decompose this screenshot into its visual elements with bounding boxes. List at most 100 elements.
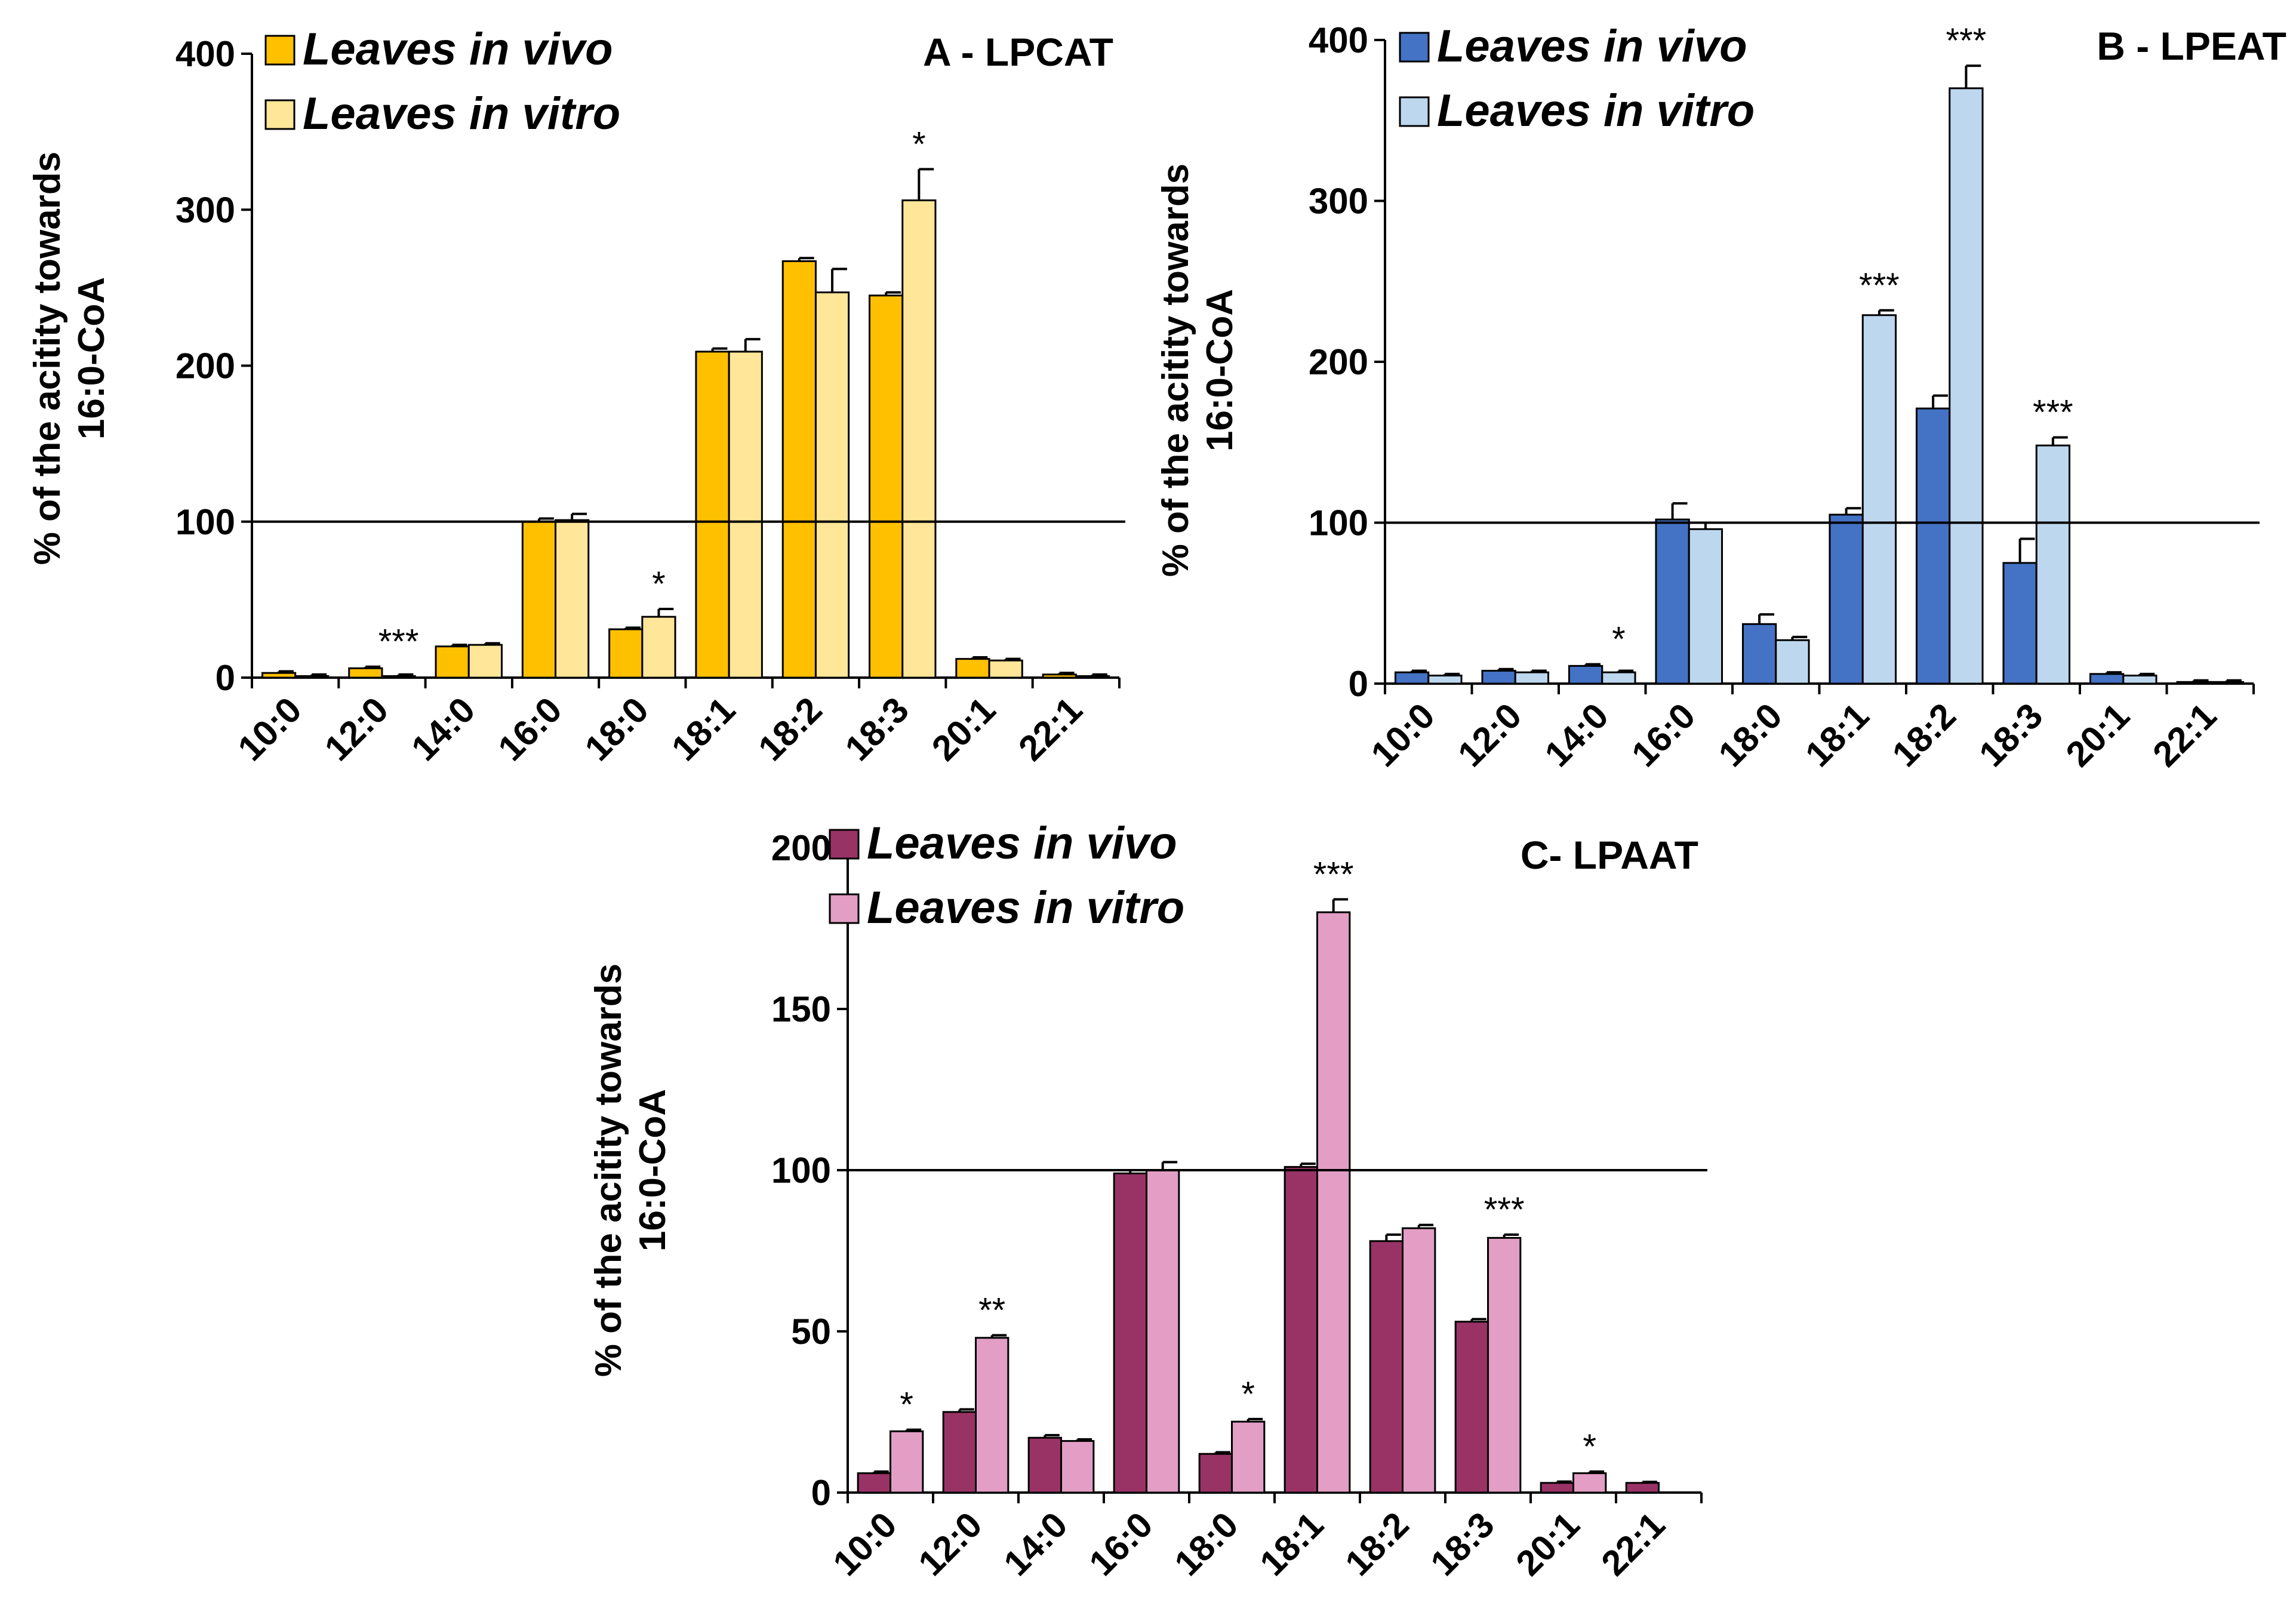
bar [1741, 623, 1777, 685]
bar [1454, 1321, 1489, 1494]
legend-label: Leaves in vivo [303, 24, 613, 75]
bar [381, 675, 416, 679]
x-tick-label: 22:1 [1011, 690, 1089, 768]
legend-label: Leaves in vitro [1437, 85, 1755, 136]
significance-mark: *** [378, 623, 419, 662]
bar [2209, 681, 2245, 685]
y-axis-title-line-1: % of the acitity towards [27, 152, 68, 565]
y-tick-label: 300 [1309, 181, 1368, 221]
x-tick-label: 18:1 [664, 690, 743, 768]
x-tick-label: 12:0 [1450, 696, 1529, 774]
bar [781, 260, 817, 679]
bar [814, 291, 850, 679]
y-tick-label: 400 [176, 34, 235, 74]
bar [1915, 407, 1951, 685]
y-axis-title-line-1: % of the acitity towards [1155, 164, 1196, 577]
bar [1146, 1169, 1180, 1494]
x-tick-label: 22:1 [2145, 696, 2224, 774]
x-tick-label: 14:0 [996, 1505, 1075, 1583]
x-tick-label: 18:0 [577, 690, 656, 768]
y-tick-label: 100 [176, 502, 235, 542]
bar [2035, 444, 2071, 685]
bar [901, 199, 937, 679]
bar [1284, 1166, 1318, 1494]
bar [1402, 1227, 1436, 1494]
bar [1861, 314, 1897, 685]
y-tick-label: 0 [216, 658, 235, 698]
bar [1601, 671, 1636, 685]
bar [1487, 1236, 1522, 1494]
chart-title: C- LPAAT [1521, 833, 1698, 877]
legend-label: Leaves in vitro [303, 88, 620, 139]
bar [261, 672, 297, 679]
x-tick-label: 10:0 [230, 690, 309, 768]
bar [1075, 675, 1110, 679]
bar [1042, 673, 1077, 679]
y-tick-label: 300 [176, 190, 235, 230]
x-tick-label: 16:0 [1081, 1505, 1160, 1583]
y-axis-title: % of the acitity towards16:0-CoA [1155, 164, 1241, 577]
bar [1394, 671, 1430, 685]
y-tick-label: 200 [1309, 342, 1368, 382]
bar [890, 1430, 924, 1494]
significance-mark: * [652, 565, 666, 604]
significance-mark: ** [978, 1291, 1005, 1330]
bar [1514, 671, 1550, 685]
y-tick-label: 200 [771, 828, 831, 868]
x-tick-label: 18:3 [1423, 1505, 1501, 1583]
bar [2176, 681, 2211, 685]
bar [1231, 1420, 1266, 1494]
bar [2089, 673, 2125, 685]
bar [988, 659, 1023, 679]
bar [521, 521, 557, 679]
legend-label: Leaves in vitro [867, 882, 1184, 933]
y-tick-label: 200 [176, 346, 235, 386]
bar [1481, 669, 1516, 685]
bar [1540, 1482, 1574, 1494]
legend-swatch [829, 829, 860, 860]
x-tick-label: 12:0 [910, 1505, 989, 1583]
x-tick-label: 18:2 [1337, 1505, 1416, 1583]
bar [1427, 675, 1463, 685]
chart-panel-b: 0 100 200 300 400 10:0 12:0 * 14:0 16:0 18:0 *** 18:… [1155, 20, 2286, 774]
x-tick-label: 12:0 [317, 690, 396, 768]
x-tick-label: 10:0 [825, 1505, 904, 1583]
bar [2122, 675, 2157, 685]
significance-mark: *** [1859, 266, 1900, 305]
bar [1655, 518, 1690, 685]
bar [2002, 562, 2038, 685]
bar [1949, 87, 1984, 685]
bar [869, 294, 904, 679]
x-tick-label: 18:3 [838, 690, 916, 768]
legend-swatch [264, 99, 296, 130]
bar [294, 675, 330, 679]
x-tick-label: 18:0 [1711, 696, 1790, 774]
bar [942, 1411, 977, 1494]
legend-swatch [264, 35, 296, 66]
y-axis-title-line-2: 16:0-CoA [71, 277, 112, 439]
y-tick-label: 400 [1309, 20, 1368, 60]
bar [1027, 1436, 1063, 1494]
y-axis-title: % of the acitity towards16:0-CoA [27, 152, 112, 565]
bar [955, 658, 990, 679]
bar [728, 350, 763, 679]
x-tick-label: 18:1 [1798, 696, 1876, 774]
chart-title: B - LPEAT [2097, 24, 2286, 68]
bar [1625, 1482, 1660, 1494]
legend-swatch [1399, 96, 1430, 127]
chart-panel-c: 0 50 100 150 200 * 10:0 ** 12:0 14:0 16:0 * 18:0 *** 1… [588, 818, 1707, 1583]
bar [435, 645, 470, 679]
bar [1369, 1240, 1404, 1494]
x-tick-label: 16:0 [490, 690, 569, 768]
bar [857, 1472, 892, 1494]
bar [348, 667, 383, 679]
y-tick-label: 50 [791, 1312, 831, 1352]
x-tick-label: 18:2 [1885, 696, 1963, 774]
legend-label: Leaves in vivo [867, 818, 1177, 869]
x-tick-label: 14:0 [1537, 696, 1616, 774]
x-tick-label: 18:1 [1252, 1505, 1331, 1583]
bar [467, 644, 503, 679]
bar [695, 350, 730, 679]
